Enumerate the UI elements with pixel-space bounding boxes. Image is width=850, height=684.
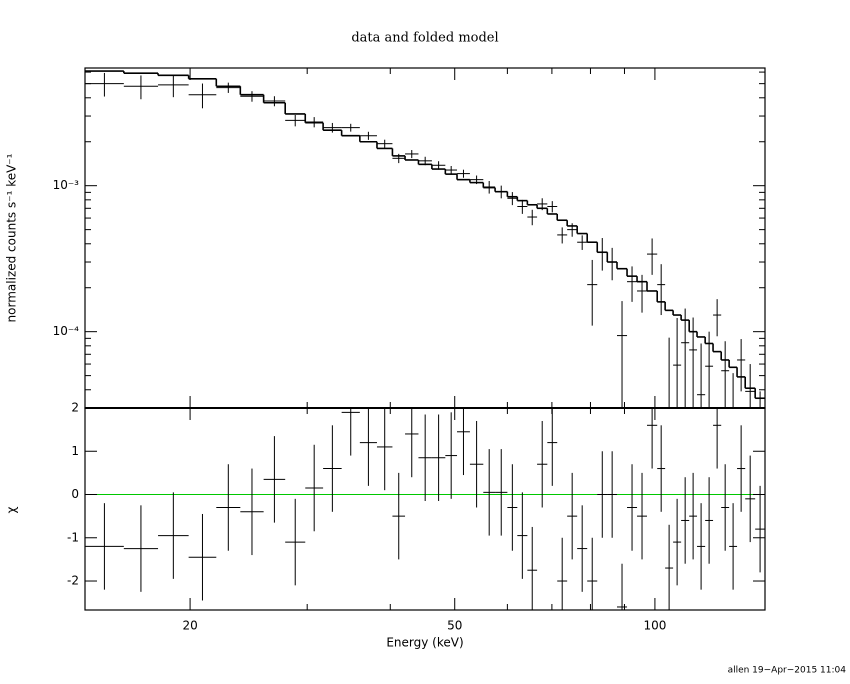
footer: allen 19−Apr−2015 11:04	[728, 666, 847, 676]
y-tick-label: 10⁻⁴	[53, 324, 80, 338]
y-axis-label: χ	[5, 506, 19, 513]
y-tick-label: -1	[67, 530, 79, 544]
x-tick-label: 50	[447, 619, 462, 633]
y-axis-label: normalized counts s⁻¹ keV⁻¹	[5, 153, 19, 322]
top-panel	[85, 70, 765, 408]
chart-title: data and folded model	[351, 31, 498, 46]
y-tick-label: -2	[67, 574, 79, 588]
y-tick-label: 1	[71, 444, 79, 458]
bottom-panel	[85, 408, 765, 610]
y-tick-label: 0	[71, 487, 79, 501]
x-tick-label: 100	[643, 619, 666, 633]
x-tick-label: 20	[182, 619, 197, 633]
y-tick-label: 2	[71, 401, 79, 415]
axes: 10⁻⁴ 10⁻³ -2 -1 0 1 2 20 50 100	[53, 67, 766, 633]
y-tick-label: 10⁻³	[53, 178, 80, 192]
x-axis-label: Energy (keV)	[386, 636, 463, 650]
top-frame	[84, 67, 766, 409]
